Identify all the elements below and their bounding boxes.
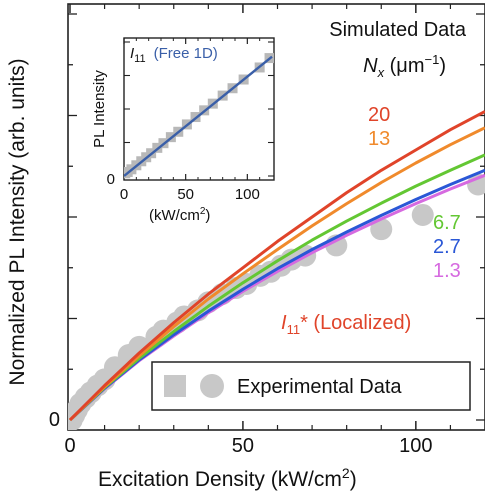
simulated-line-13 xyxy=(68,126,485,422)
main-x-ticks: 0 50 100 xyxy=(64,4,452,457)
inset-x-axis-title-main: (kW/cm xyxy=(149,207,200,224)
inset-chart: 0 50 100 I11 (Free 1D) PL Intensity 0 (kW/c… xyxy=(91,37,275,224)
nx-symbol: N xyxy=(363,55,378,77)
legend: Experimental Data xyxy=(151,361,471,411)
inset-y-tick-label: 0 xyxy=(107,171,115,188)
inset-x-ticks: 0 50 100 xyxy=(120,38,261,203)
series-label-20: 20 xyxy=(368,104,390,126)
main-x-tick-label: 100 xyxy=(399,435,432,457)
main-x-axis-title-end: ) xyxy=(350,468,357,491)
main-x-tick-label: 0 xyxy=(64,435,75,457)
inset-x-tick-label: 0 xyxy=(120,186,128,203)
main-x-tick-label: 50 xyxy=(232,435,254,457)
inset-x-axis-title-end: ) xyxy=(205,207,210,224)
main-x-axis-title-sup: 2 xyxy=(342,465,350,481)
legend-label: Experimental Data xyxy=(237,376,402,398)
localized-sub: 11 xyxy=(287,322,301,337)
main-x-axis-title: Excitation Density (kW/cm2) xyxy=(98,465,357,491)
simulated-data-title: Simulated Data xyxy=(329,19,467,41)
experimental-point xyxy=(411,203,434,226)
inset-x-tick-label: 100 xyxy=(235,186,260,203)
inset-title-symbol: I xyxy=(130,45,134,62)
series-label-1.3: 1.3 xyxy=(433,260,461,282)
nx-sub: x xyxy=(377,65,385,80)
localized-label: I11* (Localized) xyxy=(281,312,411,337)
nx-close: ) xyxy=(439,55,446,77)
experimental-point xyxy=(370,218,393,241)
main-y-tick-label: 0 xyxy=(49,409,60,431)
inset-x-axis-title-sup: 2 xyxy=(200,206,206,217)
localized-symbol: I xyxy=(281,312,287,334)
series-label-13: 13 xyxy=(368,128,390,150)
legend-circle-marker xyxy=(200,374,224,398)
localized-rest: * (Localized) xyxy=(300,312,411,334)
inset-title: I11 (Free 1D) xyxy=(130,45,218,65)
nx-units-sup: −1 xyxy=(425,52,440,67)
nx-label: Nx (μm−1) xyxy=(363,52,446,80)
inset-x-tick-label: 50 xyxy=(177,186,194,203)
simulated-line-20 xyxy=(68,110,485,422)
inset-title-rest: (Free 1D) xyxy=(154,45,218,62)
simulated-lines xyxy=(68,110,485,422)
inset-fit-path xyxy=(124,55,273,177)
series-label-6.7: 6.7 xyxy=(433,212,461,234)
inset-y-axis-title: PL Intensity xyxy=(91,70,108,148)
nx-units: (μm xyxy=(384,55,424,77)
legend-square-marker xyxy=(164,375,186,397)
inset-fit-line xyxy=(124,55,273,177)
main-x-axis-title-main: Excitation Density (kW/cm xyxy=(98,468,342,491)
inset-x-axis-title: (kW/cm2) xyxy=(149,206,210,224)
simulated-line-6.7 xyxy=(68,153,485,422)
main-y-axis-title: Normalized PL Intensity (arb. units) xyxy=(6,58,29,385)
inset-title-sub: 11 xyxy=(134,53,145,65)
series-label-2.7: 2.7 xyxy=(433,236,461,258)
